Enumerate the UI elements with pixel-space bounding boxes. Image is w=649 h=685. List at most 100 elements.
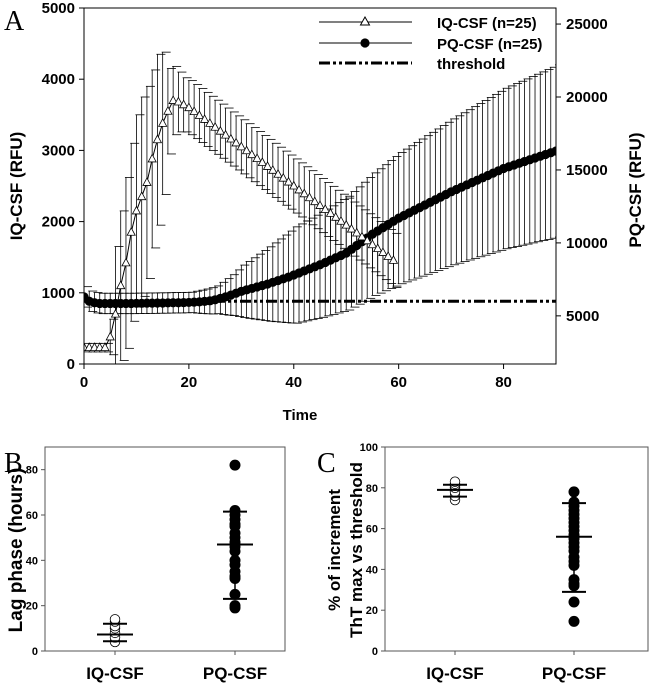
iq-csf-point (116, 280, 126, 290)
x-tick-label: 20 (181, 374, 198, 391)
iq-csf-point (262, 161, 273, 170)
iq-csf-point (231, 137, 241, 147)
y-tick-label: 0 (32, 646, 38, 658)
y-tick-label: 60 (26, 510, 38, 522)
iq-csf-point (131, 205, 142, 215)
iq-csf-point (220, 129, 231, 139)
iq-csf-point (215, 125, 226, 135)
plot-frame-c (384, 446, 649, 652)
iq-csf-point (283, 176, 294, 186)
y-tick-label-right: 25000 (566, 16, 608, 33)
legend-label-iq: IQ-CSF (n=25) (437, 15, 537, 32)
category-label: PQ-CSF (542, 664, 606, 683)
iq-csf-point (299, 188, 309, 198)
iq-csf-point (178, 99, 189, 109)
iq-csf-point (383, 251, 393, 260)
y-tick-label: 20 (26, 601, 38, 613)
y-tick-label-left: 4000 (42, 71, 75, 88)
iq-csf-point (184, 102, 194, 112)
iq-csf-point (105, 331, 115, 341)
data-point (229, 572, 241, 584)
iq-csf-point (147, 153, 157, 163)
y-tick-label: 80 (366, 483, 378, 495)
category-label: IQ-CSF (426, 664, 484, 683)
iq-csf-point (341, 219, 351, 229)
iq-csf-point (320, 204, 330, 213)
y-tick-label-right: 5000 (566, 308, 599, 325)
iq-csf-point (163, 105, 173, 115)
iq-csf-point (189, 106, 199, 115)
iq-csf-point (173, 96, 184, 106)
data-point (109, 614, 121, 625)
plot-frame-b (44, 446, 286, 652)
x-tick-label: 60 (390, 374, 407, 391)
x-tick-label: 0 (80, 374, 88, 391)
y-tick-label: 0 (372, 646, 378, 658)
y-tick-label-right: 20000 (566, 89, 608, 106)
iq-csf-point (152, 134, 163, 144)
iq-csf-point (304, 192, 315, 202)
iq-csf-point (325, 208, 336, 217)
y-tick-label: 20 (366, 605, 378, 617)
iq-csf-point (357, 231, 367, 241)
y-tick-label: 40 (26, 555, 38, 567)
y-tick-label-left: 3000 (42, 142, 75, 159)
plot-frame-a (83, 7, 557, 365)
data-point (229, 459, 241, 471)
x-tick-label: 40 (285, 374, 302, 391)
iq-csf-point (100, 342, 110, 352)
y-tick-label-left: 2000 (42, 214, 75, 231)
iq-csf-point (241, 145, 252, 155)
iq-csf-point (194, 110, 205, 119)
data-point (568, 580, 580, 592)
x-tick-label: 80 (495, 374, 512, 391)
legend: IQ-CSF (n=25) PQ-CSF (n=25) threshold (319, 15, 542, 73)
iq-csf-point (346, 223, 357, 233)
category-label: PQ-CSF (203, 664, 267, 683)
data-point (568, 596, 580, 608)
legend-label-threshold: threshold (437, 56, 505, 73)
iq-csf-point (268, 164, 278, 174)
y-tick-label-left: 0 (67, 356, 75, 373)
panel-label-c: C (317, 448, 336, 479)
iq-csf-point (158, 117, 168, 127)
y-axis-title-b: Lag phase (hours) (6, 468, 27, 633)
y-axis-title-c-line1: % of increment (325, 489, 344, 611)
y-tick-label: 80 (26, 465, 38, 477)
iq-csf-point (126, 226, 136, 236)
iq-csf-point (367, 239, 378, 249)
iq-csf-point (315, 200, 325, 209)
iq-csf-point (226, 133, 236, 143)
iq-csf-point (294, 184, 304, 194)
legend-triangle-icon (359, 15, 371, 26)
iq-csf-point (110, 308, 121, 318)
iq-csf-point (252, 153, 262, 162)
data-point (568, 486, 580, 498)
y-axis-title-left-a: IQ-CSF (RFU) (7, 132, 26, 241)
category-label: IQ-CSF (86, 664, 144, 683)
y-tick-label: 60 (366, 524, 378, 536)
iq-csf-point (310, 196, 320, 206)
iq-csf-point (210, 121, 220, 131)
iq-csf-point (142, 177, 152, 186)
iq-csf-point (273, 168, 283, 178)
iq-csf-point (278, 172, 288, 182)
iq-csf-point (362, 235, 372, 245)
data-point (229, 602, 241, 614)
pq-csf-point (551, 146, 556, 156)
iq-csf-point (247, 149, 257, 159)
iq-csf-point (373, 243, 383, 253)
iq-csf-point (388, 255, 399, 264)
y-axis-title-right-a: PQ-CSF (RFU) (626, 132, 645, 247)
y-tick-label: 100 (360, 442, 378, 454)
panel-b-chart: 0 20 40 60 80 IQ-CSF PQ-CSF Lag phase (hours) (6, 446, 286, 683)
y-axis-title-c-line2: ThT max vs threshold (347, 462, 366, 638)
iq-csf-point (168, 95, 178, 104)
y-tick-label-right: 10000 (566, 235, 608, 252)
iq-csf-point (352, 227, 362, 237)
panel-a-chart: 0 1000 2000 3000 4000 5000 5000 10000 15000 20000… (7, 0, 645, 424)
panel-label-b: B (4, 448, 23, 479)
iq-csf-point (336, 215, 346, 225)
